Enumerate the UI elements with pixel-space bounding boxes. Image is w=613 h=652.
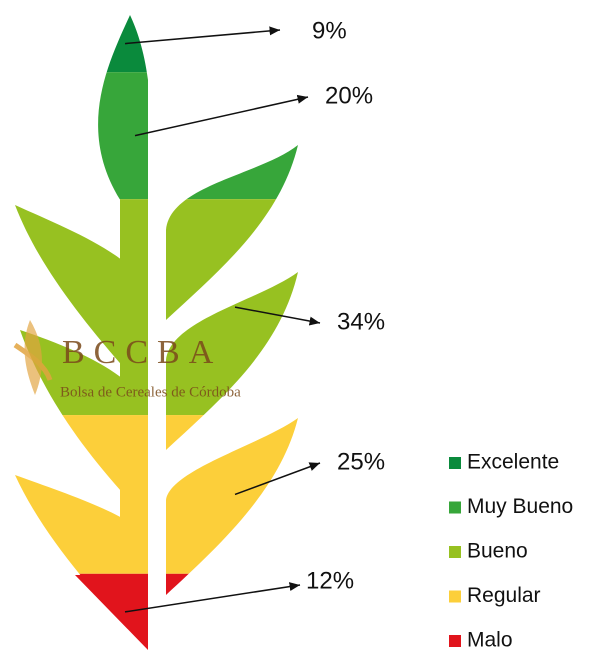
legend-swatch [449,591,461,603]
legend-swatch [449,502,461,514]
legend-label: Malo [467,629,513,652]
arrow [125,585,300,612]
legend-label: Excelente [467,451,559,474]
legend-label: Bueno [467,540,528,563]
value-label: 20% [325,82,373,109]
legend-label: Muy Bueno [467,495,573,518]
legend-swatch [449,635,461,647]
arrow [135,97,308,136]
value-label: 9% [312,17,347,44]
legend-swatch [449,457,461,469]
watermark-logo: BCCBA [62,334,222,371]
arrow [125,30,280,44]
value-label: 34% [337,308,385,335]
band [0,15,613,72]
legend-swatch [449,546,461,558]
legend-label: Regular [467,584,541,607]
value-label: 25% [337,448,385,475]
band [0,199,613,415]
chart: BCCBA Bolsa de Cereales de Córdoba 9% 20%… [0,0,613,652]
value-label: 12% [306,567,354,594]
band [0,72,613,199]
watermark-text: Bolsa de Cereales de Córdoba [60,384,241,400]
